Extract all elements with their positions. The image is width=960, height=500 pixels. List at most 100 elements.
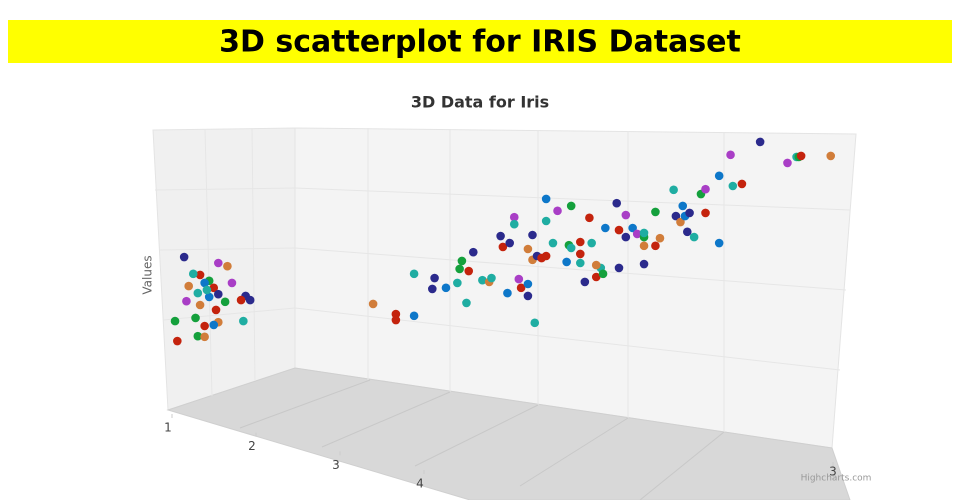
point	[651, 207, 660, 217]
point	[671, 211, 681, 221]
point	[464, 266, 474, 276]
point	[548, 238, 558, 248]
point	[227, 278, 237, 288]
point	[726, 150, 735, 160]
point	[783, 158, 792, 168]
point	[188, 269, 198, 279]
point	[701, 184, 710, 194]
point	[639, 259, 649, 269]
point	[591, 260, 601, 270]
point	[391, 315, 401, 325]
point	[737, 179, 747, 189]
point	[682, 227, 692, 237]
point	[676, 217, 685, 227]
point	[639, 228, 649, 238]
point	[591, 272, 601, 282]
point	[587, 238, 596, 248]
point	[173, 336, 182, 346]
point	[200, 278, 209, 288]
point	[214, 289, 223, 299]
point	[503, 288, 512, 298]
point	[455, 264, 464, 274]
point	[575, 258, 585, 268]
point	[505, 238, 515, 248]
point	[575, 249, 585, 259]
point	[200, 321, 209, 331]
point	[553, 206, 562, 216]
point	[516, 283, 526, 293]
point	[541, 251, 551, 261]
point	[509, 212, 519, 222]
point	[220, 297, 230, 307]
point	[612, 198, 622, 208]
point	[184, 281, 194, 291]
point	[195, 300, 205, 310]
point	[689, 232, 699, 242]
point	[628, 223, 637, 233]
point	[209, 320, 219, 330]
point	[580, 277, 590, 287]
point	[509, 219, 519, 229]
point	[204, 292, 214, 302]
chart-title: 3D Data for Iris	[411, 93, 549, 112]
point	[621, 210, 631, 220]
x-tick-label: 3	[829, 465, 837, 479]
point	[826, 151, 836, 161]
point	[179, 252, 189, 262]
page-title: 3D scatterplot for IRIS Dataset	[219, 25, 741, 60]
point	[714, 171, 724, 181]
point	[462, 298, 471, 308]
point	[195, 270, 205, 280]
point	[193, 288, 203, 298]
z-tick-label: 3	[332, 458, 340, 472]
point	[498, 242, 508, 252]
floor	[166, 367, 851, 500]
point	[430, 273, 439, 283]
point	[236, 295, 246, 305]
point	[714, 238, 724, 248]
y-axis-label: Values	[141, 255, 155, 294]
point	[202, 285, 212, 295]
point	[239, 316, 248, 326]
point	[651, 241, 660, 251]
z-tick-label: 1	[164, 421, 172, 435]
point	[530, 318, 540, 328]
point	[245, 295, 255, 305]
point	[514, 274, 524, 284]
point	[487, 273, 496, 283]
point	[523, 244, 533, 254]
point	[428, 284, 437, 294]
point	[391, 309, 401, 319]
point	[566, 243, 576, 253]
point	[728, 181, 738, 191]
point	[211, 305, 221, 315]
point	[523, 279, 533, 289]
point	[170, 316, 180, 326]
point	[678, 201, 688, 211]
point	[541, 216, 551, 226]
point	[669, 185, 678, 195]
point	[182, 296, 191, 306]
point	[478, 275, 487, 285]
point	[409, 311, 419, 321]
point	[453, 278, 462, 288]
point	[457, 256, 467, 266]
point	[796, 151, 806, 161]
point	[598, 269, 608, 279]
credits: Highcharts.com	[801, 474, 872, 484]
point	[575, 237, 585, 247]
floor-grid	[239, 379, 725, 500]
point	[639, 241, 649, 251]
point	[755, 137, 765, 147]
point	[528, 230, 537, 240]
point	[632, 229, 642, 239]
point	[601, 223, 610, 233]
left-wall	[152, 127, 296, 411]
point	[496, 231, 505, 241]
point	[585, 213, 594, 223]
point	[409, 269, 419, 279]
point	[209, 283, 219, 293]
z-tick-label: 2	[248, 439, 256, 453]
